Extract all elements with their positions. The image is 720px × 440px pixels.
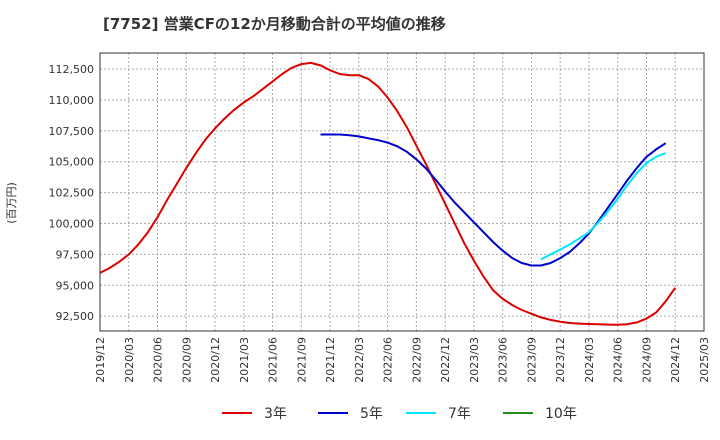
legend-label: 10年 bbox=[545, 406, 577, 422]
x-tick-label: 2023/06 bbox=[497, 337, 510, 383]
legend: 3年 5年 7年 10年 bbox=[222, 406, 577, 422]
x-tick-label: 2024/03 bbox=[583, 337, 596, 383]
x-tick-label: 2025/03 bbox=[698, 337, 711, 383]
y-tick-label: 107,500 bbox=[49, 125, 95, 138]
y-tick-label: 105,000 bbox=[49, 156, 95, 169]
x-tick-label: 2022/09 bbox=[410, 337, 423, 383]
x-tick-label: 2023/09 bbox=[525, 337, 538, 383]
x-tick-label: 2023/03 bbox=[468, 337, 481, 383]
y-axis: 92,500 95,000 97,500 100,000 102,500 105,000 1… bbox=[49, 63, 95, 323]
x-tick-label: 2022/03 bbox=[353, 337, 366, 383]
y-axis-label: (百万円) bbox=[5, 182, 18, 224]
chart-title: [7752] 営業CFの12か月移動合計の平均値の推移 bbox=[103, 15, 446, 33]
legend-label: 7年 bbox=[448, 406, 471, 422]
x-axis: 2019/12 2020/03 2020/06 2020/09 2020/12 2021/… bbox=[94, 337, 711, 383]
grid bbox=[99, 53, 705, 331]
series-line bbox=[320, 133, 667, 267]
x-tick-label: 2021/12 bbox=[324, 337, 337, 383]
plot-area bbox=[99, 52, 705, 332]
legend-label: 5年 bbox=[360, 406, 383, 422]
y-tick-label: 97,500 bbox=[56, 248, 95, 261]
x-tick-label: 2020/12 bbox=[209, 337, 222, 383]
x-tick-label: 2021/09 bbox=[295, 337, 308, 383]
x-tick-label: 2020/09 bbox=[180, 337, 193, 383]
x-tick-label: 2022/06 bbox=[382, 337, 395, 383]
y-tick-label: 112,500 bbox=[49, 63, 95, 76]
x-tick-label: 2021/06 bbox=[267, 337, 280, 383]
x-tick-label: 2022/12 bbox=[439, 337, 452, 383]
x-tick-label: 2024/06 bbox=[612, 337, 625, 383]
x-tick-label: 2024/09 bbox=[640, 337, 653, 383]
x-tick-label: 2021/03 bbox=[238, 337, 251, 383]
x-tick-label: 2019/12 bbox=[94, 337, 107, 383]
y-tick-label: 95,000 bbox=[56, 279, 95, 292]
y-tick-label: 102,500 bbox=[49, 187, 95, 200]
y-tick-label: 92,500 bbox=[56, 310, 95, 323]
x-tick-label: 2023/12 bbox=[554, 337, 567, 383]
legend-label: 3年 bbox=[264, 406, 287, 422]
x-tick-label: 2020/03 bbox=[123, 337, 136, 383]
x-tick-label: 2020/06 bbox=[152, 337, 165, 383]
x-tick-label: 2024/12 bbox=[669, 337, 682, 383]
series-line bbox=[99, 61, 677, 326]
series-lines bbox=[99, 61, 677, 326]
y-tick-label: 110,000 bbox=[49, 94, 95, 107]
y-tick-label: 100,000 bbox=[49, 218, 95, 231]
series-line bbox=[540, 152, 667, 261]
